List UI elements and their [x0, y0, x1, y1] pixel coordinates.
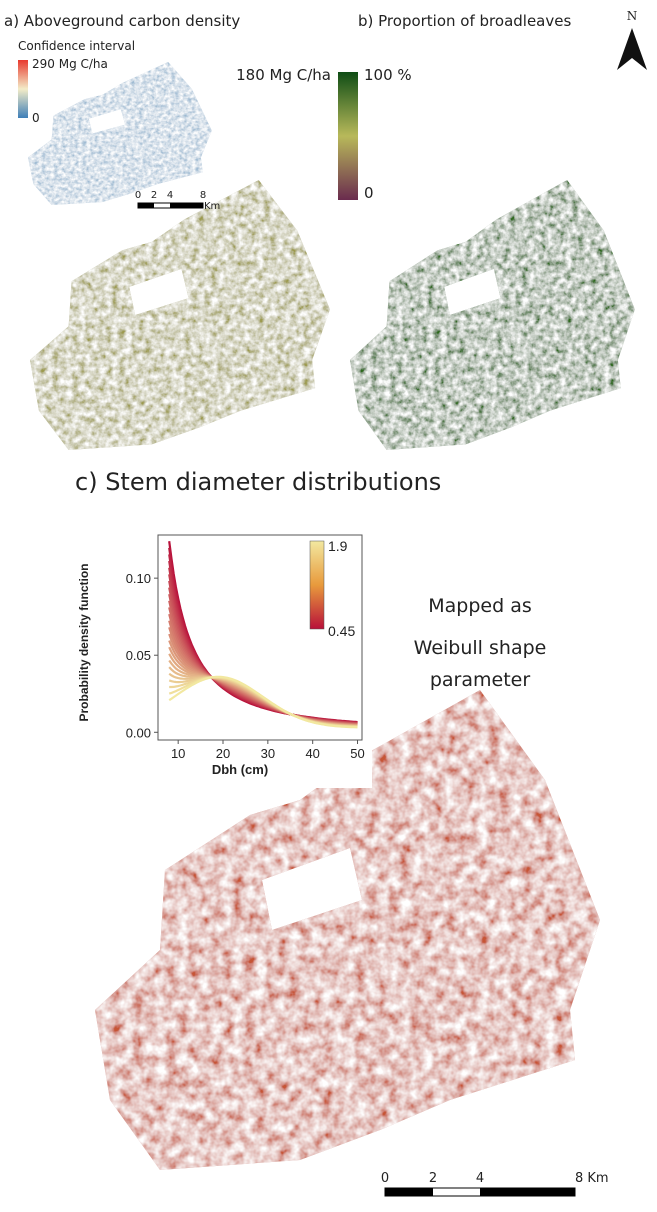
figure: a) Aboveground carbon density b) Proport…	[0, 0, 657, 1208]
x-tick-label: 20	[216, 746, 230, 761]
scale-label: 8 Km	[575, 1171, 609, 1186]
y-tick-label: 0.00	[126, 725, 151, 740]
scale-label: 0	[381, 1171, 389, 1186]
scale-label: 8	[200, 190, 206, 201]
scale-bar	[385, 1188, 575, 1196]
ci-colorbar	[18, 60, 28, 118]
north-arrow	[617, 28, 647, 70]
panel-title: b) Proportion of broadleaves	[358, 12, 571, 30]
x-axis-label: Dbh (cm)	[212, 762, 268, 777]
x-tick-label: 30	[261, 746, 275, 761]
colorbar	[338, 72, 358, 200]
colorbar-min: 0.45	[328, 623, 355, 639]
y-tick-label: 0.10	[126, 571, 151, 586]
legend-label: 0	[32, 111, 40, 125]
scale-unit: Km	[204, 201, 220, 212]
scale-label: 0	[135, 190, 141, 201]
x-tick-label: 50	[350, 746, 364, 761]
note: parameter	[430, 669, 530, 691]
note: Weibull shape	[414, 637, 547, 659]
x-tick-label: 40	[305, 746, 319, 761]
legend-label: 290 Mg C/ha	[32, 57, 108, 71]
panel-title: a) Aboveground carbon density	[4, 12, 240, 30]
scale-label: 4	[167, 190, 173, 201]
broadleaf-map	[350, 180, 635, 450]
scale-label: 4	[476, 1171, 484, 1186]
ci-map	[28, 62, 212, 205]
y-tick-label: 0.05	[126, 648, 151, 663]
y-axis-label: Probability density function	[77, 563, 91, 721]
legend-title: Confidence interval	[18, 39, 135, 53]
note: Mapped as	[428, 595, 532, 617]
colorbar-max: 1.9	[328, 538, 348, 554]
x-tick-label: 10	[171, 746, 185, 761]
legend-label: 180 Mg C/ha	[236, 66, 331, 84]
carbon-map	[30, 180, 330, 450]
colorbar	[310, 541, 324, 629]
north-label: N	[627, 9, 638, 23]
legend-label: 100 %	[364, 66, 412, 84]
scale-bar	[138, 203, 203, 208]
scale-label: 2	[151, 190, 157, 201]
legend-label: 0	[364, 184, 374, 202]
scale-label: 2	[429, 1171, 437, 1186]
panel-title: c) Stem diameter distributions	[75, 468, 441, 496]
